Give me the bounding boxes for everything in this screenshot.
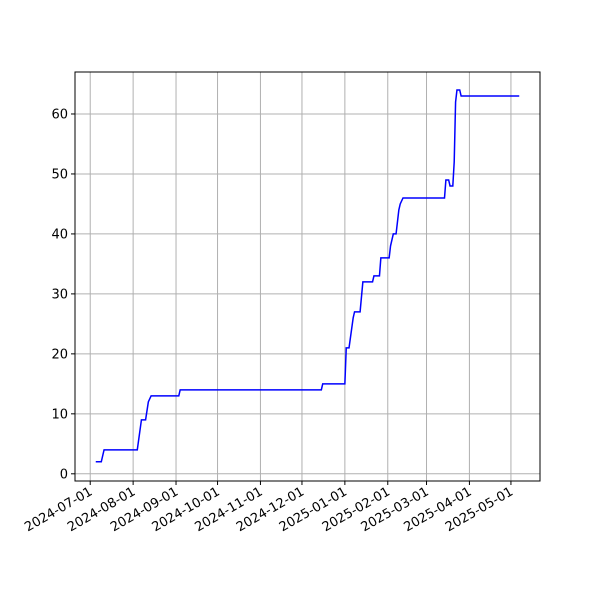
y-tick-label: 0: [60, 467, 68, 482]
data-line: [95, 89, 520, 463]
y-tick-label: 50: [51, 167, 68, 182]
y-tick-label: 60: [51, 107, 68, 122]
plot-frame: [74, 71, 541, 482]
y-tick-label: 40: [51, 227, 68, 242]
y-tick-label: 30: [51, 287, 68, 302]
y-tick-label: 20: [51, 347, 68, 362]
y-tick-label: 10: [51, 407, 68, 422]
